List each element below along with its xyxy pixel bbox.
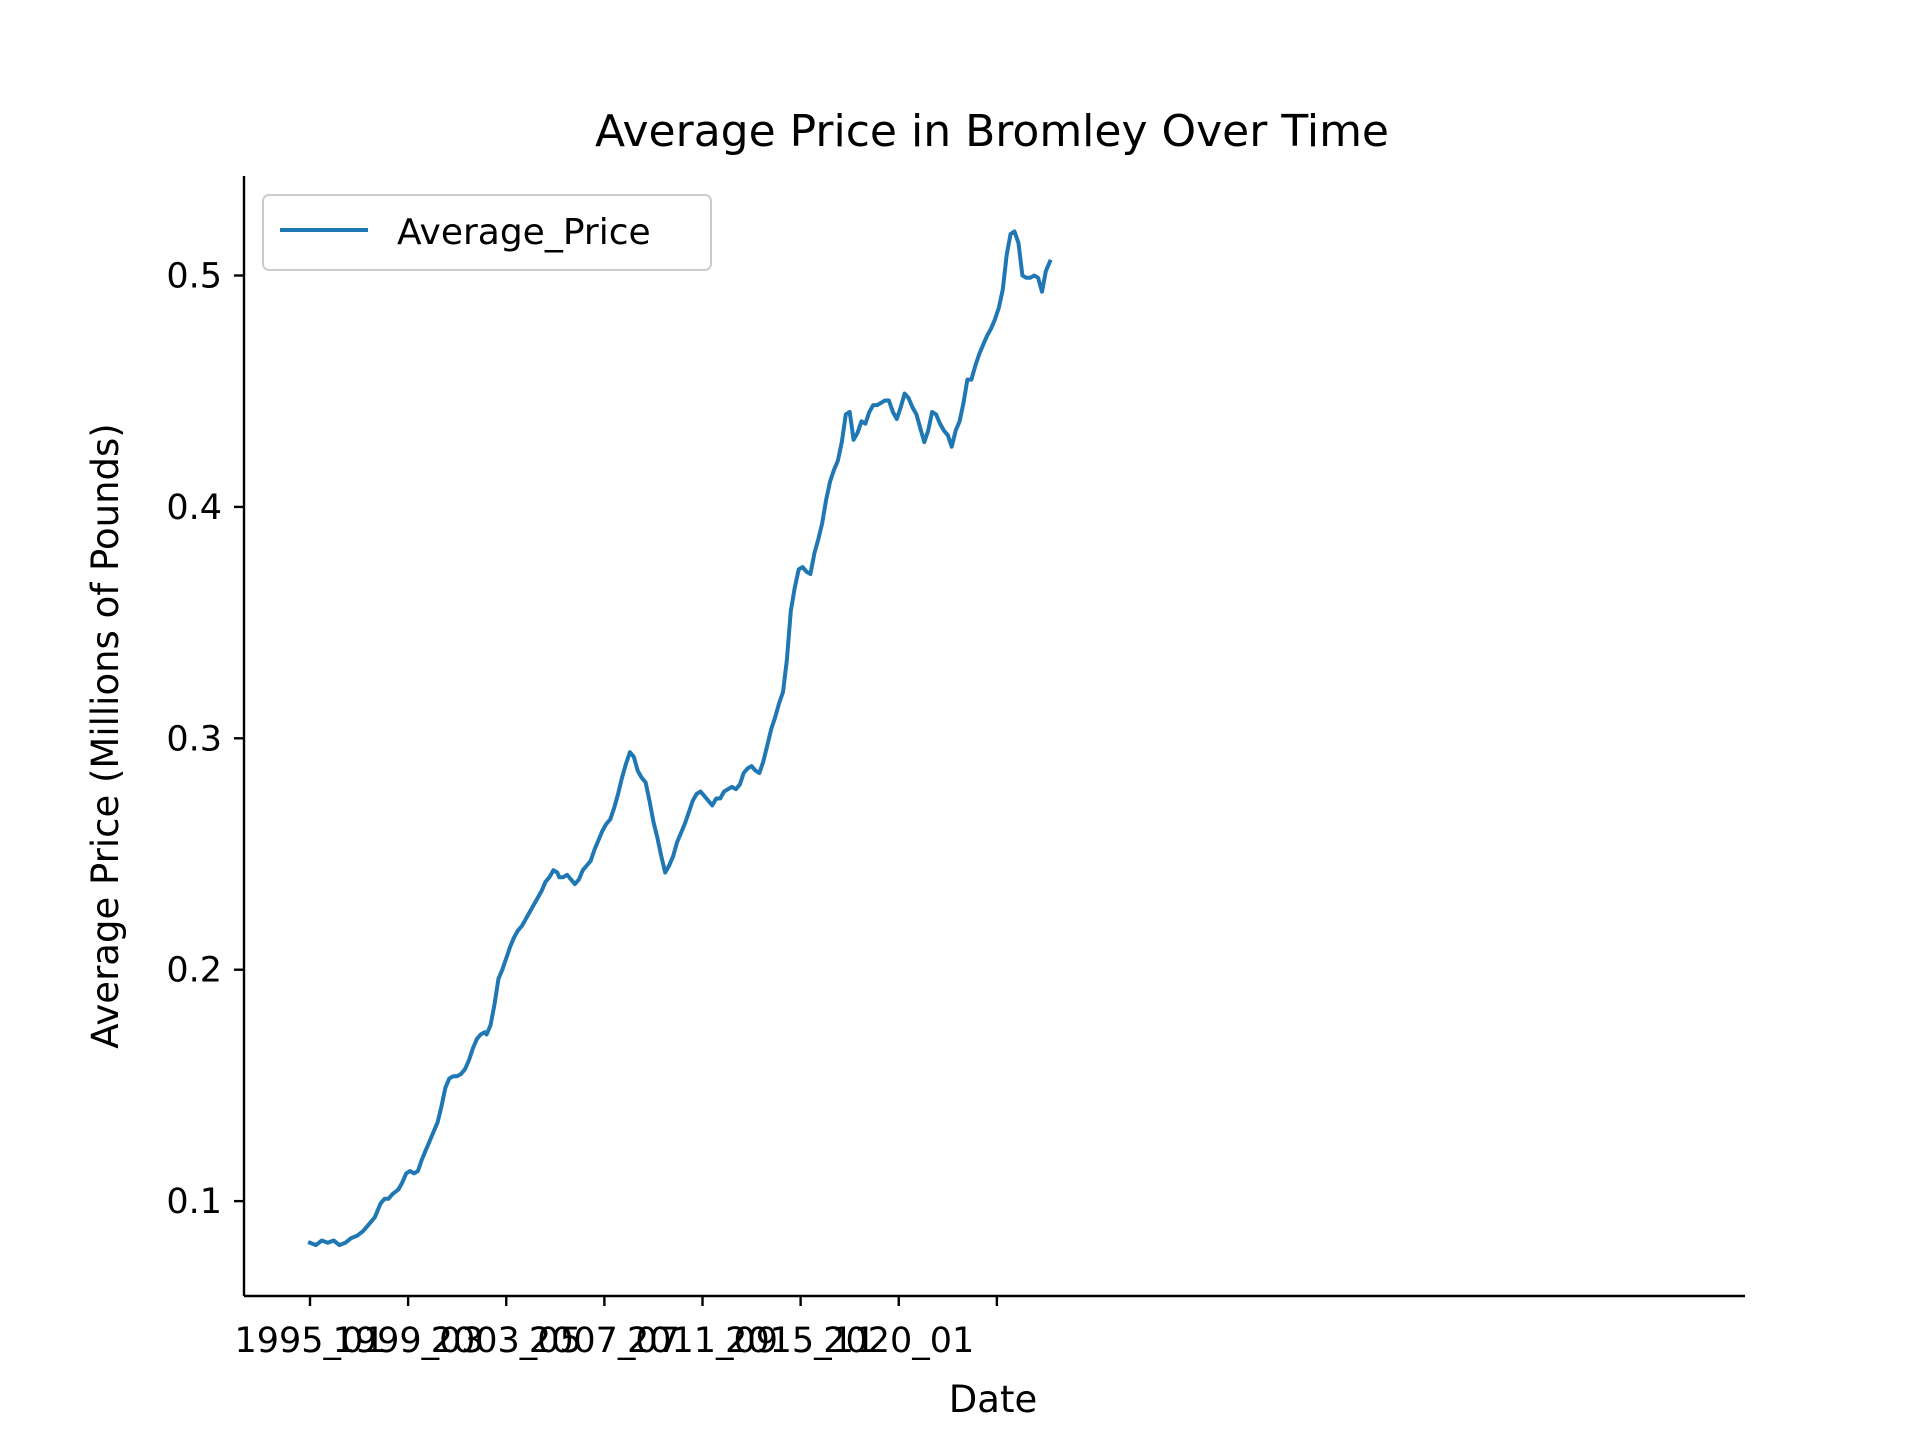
x-tick-label: 1999_03 xyxy=(333,1321,484,1361)
y-tick-label: 0.3 xyxy=(166,719,222,759)
x-tick-label: 2015_11 xyxy=(725,1321,876,1361)
x-tick-label: 2003_05 xyxy=(431,1321,582,1361)
y-tick-label: 0.5 xyxy=(166,257,222,297)
legend: Average_Price xyxy=(262,194,712,271)
x-tick-label: 1995_01 xyxy=(234,1321,385,1361)
series-line-average-price xyxy=(307,229,1053,1248)
plot-area: 0.1 0.2 0.3 0.4 0.5 1995_011999_032003_05200… xyxy=(166,176,1745,1361)
x-ticks: 1995_011999_032003_052007_072011_092015_… xyxy=(234,1296,999,1361)
legend-frame xyxy=(262,194,712,271)
x-tick-label: 2007_07 xyxy=(529,1321,680,1361)
y-axis-label: Average Price (Millions of Pounds) xyxy=(84,423,127,1048)
legend-label: Average_Price xyxy=(397,212,651,253)
y-tick-label: 0.4 xyxy=(166,488,222,528)
x-axis-label: Date xyxy=(949,1378,1037,1421)
x-tick-label: 2011_09 xyxy=(627,1321,778,1361)
y-ticks: 0.1 0.2 0.3 0.4 0.5 xyxy=(166,257,244,1222)
chart-title: Average Price in Bromley Over Time xyxy=(595,106,1389,157)
y-tick-label: 0.1 xyxy=(166,1182,222,1222)
x-tick-label: 2020_01 xyxy=(823,1321,974,1361)
y-tick-label: 0.2 xyxy=(166,951,222,991)
